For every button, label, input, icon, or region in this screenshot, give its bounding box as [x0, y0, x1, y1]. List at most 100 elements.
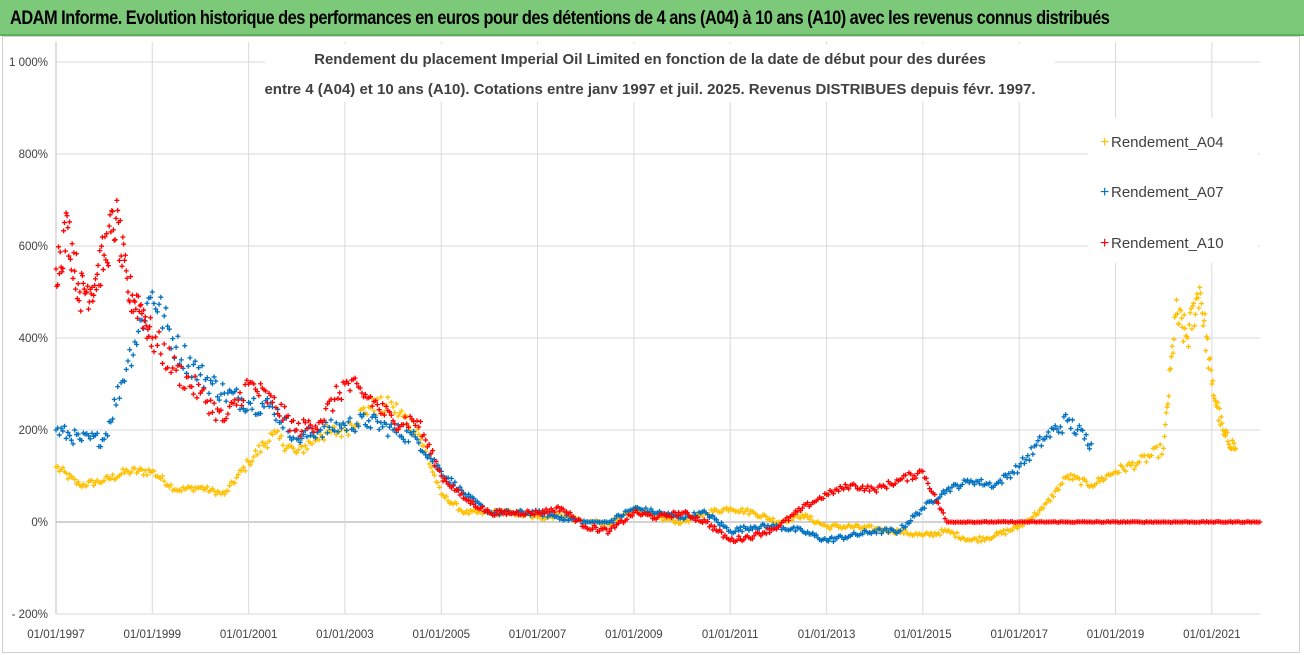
point-rendement-a04: [278, 433, 284, 439]
point-rendement-a10: [99, 243, 105, 249]
legend: + Rendement_A04 + Rendement_A07 + Rendem…: [1088, 118, 1258, 263]
point-rendement-a07: [211, 374, 217, 380]
point-rendement-a10: [84, 289, 90, 295]
point-rendement-a10: [607, 528, 613, 534]
point-rendement-a07: [1087, 446, 1093, 452]
point-rendement-a10: [596, 528, 602, 534]
point-rendement-a10: [860, 483, 866, 489]
point-rendement-a10: [297, 433, 303, 439]
point-rendement-a10: [223, 416, 229, 422]
legend-marker-a04: +: [1100, 134, 1109, 151]
point-rendement-a04: [1163, 410, 1169, 416]
point-rendement-a10: [307, 422, 313, 428]
point-rendement-a07: [251, 395, 257, 401]
point-rendement-a04: [378, 394, 384, 400]
point-rendement-a04: [60, 465, 66, 471]
point-rendement-a10: [66, 253, 72, 259]
point-rendement-a10: [741, 537, 747, 543]
point-rendement-a10: [540, 508, 546, 514]
point-rendement-a10: [103, 257, 109, 263]
point-rendement-a10: [313, 423, 319, 429]
point-rendement-a10: [60, 265, 66, 271]
point-rendement-a10: [254, 389, 260, 395]
point-rendement-a04: [101, 478, 107, 484]
point-rendement-a04: [1040, 505, 1046, 511]
point-rendement-a07: [247, 400, 253, 406]
point-rendement-a04: [1056, 487, 1062, 493]
point-rendement-a04: [1128, 462, 1134, 468]
point-rendement-a04: [361, 405, 367, 411]
point-rendement-a07: [903, 524, 909, 530]
point-rendement-a10: [904, 478, 910, 484]
point-rendement-a10: [178, 364, 184, 370]
point-rendement-a10: [438, 473, 444, 479]
point-rendement-a10: [122, 252, 128, 258]
point-rendement-a10: [294, 427, 300, 433]
point-rendement-a10: [392, 421, 398, 427]
point-rendement-a07: [264, 396, 270, 402]
point-rendement-a07: [373, 414, 379, 420]
point-rendement-a04: [1071, 472, 1077, 478]
point-rendement-a04: [1210, 378, 1216, 384]
point-rendement-a07: [194, 377, 200, 383]
point-rendement-a10: [686, 513, 692, 519]
point-rendement-a10: [128, 274, 134, 280]
point-rendement-a04: [1166, 393, 1172, 399]
point-rendement-a04: [290, 445, 296, 451]
point-rendement-a10: [154, 342, 160, 348]
point-rendement-a04: [110, 472, 116, 478]
point-rendement-a10: [805, 500, 811, 506]
point-rendement-a10: [166, 345, 172, 351]
point-rendement-a07: [338, 425, 344, 431]
point-rendement-a10: [132, 299, 138, 305]
point-rendement-a07: [361, 411, 367, 417]
chart-title-line2: entre 4 (A04) et 10 ans (A10). Cotations…: [264, 81, 1035, 98]
point-rendement-a07: [244, 407, 250, 413]
point-rendement-a04: [1037, 507, 1043, 513]
point-rendement-a10: [177, 382, 183, 388]
point-rendement-a10: [495, 511, 501, 517]
point-rendement-a10: [204, 398, 210, 404]
x-tick-label: 01/01/2001: [220, 629, 278, 641]
point-rendement-a10: [67, 256, 73, 262]
point-rendement-a10: [192, 373, 198, 379]
point-rendement-a04: [679, 519, 685, 525]
point-rendement-a07: [134, 341, 140, 347]
point-rendement-a04: [1131, 466, 1137, 472]
point-rendement-a07: [873, 530, 879, 536]
point-rendement-a10: [799, 505, 805, 511]
point-rendement-a07: [130, 352, 136, 358]
point-rendement-a04: [235, 472, 241, 478]
point-rendement-a07: [1063, 412, 1069, 418]
point-rendement-a07: [345, 419, 351, 425]
x-tick-label: 01/01/2015: [894, 629, 952, 641]
point-rendement-a10: [940, 510, 946, 516]
point-rendement-a07: [132, 339, 138, 345]
point-rendement-a04: [158, 476, 164, 482]
point-rendement-a10: [280, 417, 286, 423]
point-rendement-a04: [55, 464, 61, 470]
point-rendement-a10: [417, 419, 423, 425]
point-rendement-a10: [388, 412, 394, 418]
point-rendement-a04: [275, 428, 281, 434]
point-rendement-a07: [116, 395, 122, 401]
point-rendement-a10: [91, 292, 97, 298]
point-rendement-a07: [151, 300, 157, 306]
point-rendement-a10: [758, 533, 764, 539]
point-rendement-a04: [1161, 445, 1167, 451]
point-rendement-a10: [61, 220, 67, 226]
point-rendement-a07: [945, 485, 951, 491]
point-rendement-a04: [421, 443, 427, 449]
x-tick-label: 01/01/2005: [413, 629, 471, 641]
point-rendement-a07: [175, 333, 181, 339]
point-rendement-a07: [1059, 430, 1065, 436]
point-rendement-a10: [237, 390, 243, 396]
point-rendement-a04: [89, 477, 95, 483]
point-rendement-a07: [218, 391, 224, 397]
point-rendement-a10: [143, 323, 149, 329]
point-rendement-a10: [71, 250, 77, 256]
point-rendement-a04: [980, 535, 986, 541]
point-rendement-a07: [307, 433, 313, 439]
point-rendement-a10: [189, 384, 195, 390]
point-rendement-a10: [110, 208, 116, 214]
